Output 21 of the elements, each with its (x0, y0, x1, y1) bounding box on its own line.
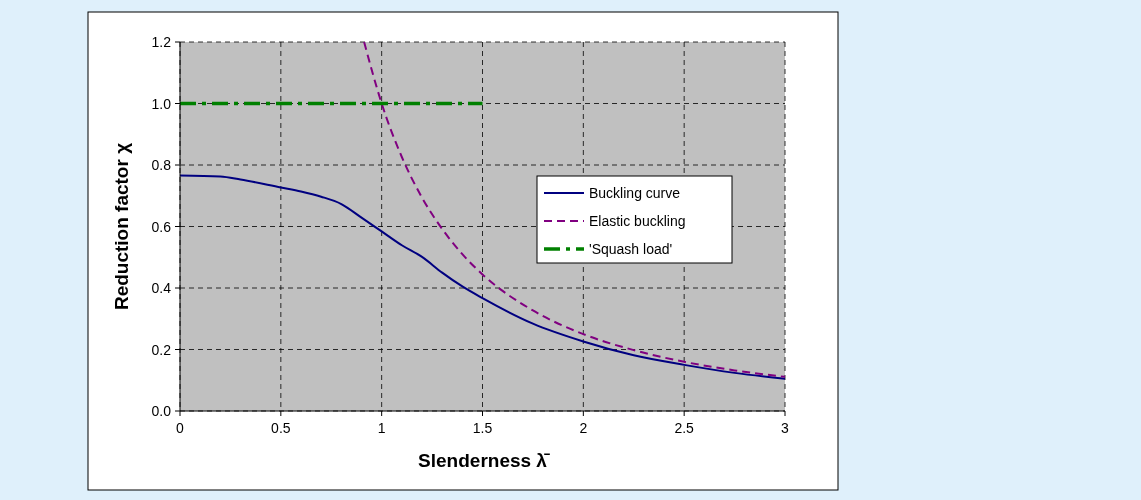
y-tick-label: 0.0 (151, 403, 172, 419)
line-series (179, 174, 786, 380)
legend-label: Buckling curve (589, 185, 681, 201)
y-tick-label: 0.6 (151, 218, 172, 235)
line-series (363, 41, 786, 378)
x-axis-title: Slenderness λ̄ (418, 450, 550, 471)
y-tick-label: 1.2 (151, 34, 172, 50)
x-tick-label: 0 (176, 420, 185, 436)
legend-label: Elastic buckling (589, 213, 686, 229)
y-tick-label: 0.4 (151, 280, 172, 296)
y-tick-label: 0.2 (151, 341, 172, 358)
y-tick-label: 1.0 (151, 95, 172, 112)
x-tick-label: 2 (579, 420, 588, 436)
x-tick-label: 1.5 (472, 420, 493, 436)
x-tick-label: 1 (377, 420, 386, 436)
legend-label: 'Squash load' (589, 241, 673, 257)
y-tick-label: 0.8 (151, 157, 172, 173)
y-axis-title: Reduction factor χ (111, 142, 132, 311)
x-tick-label: 2.5 (674, 420, 695, 436)
x-tick-label: 0.5 (271, 420, 291, 436)
x-tick-label: 3 (781, 420, 790, 436)
